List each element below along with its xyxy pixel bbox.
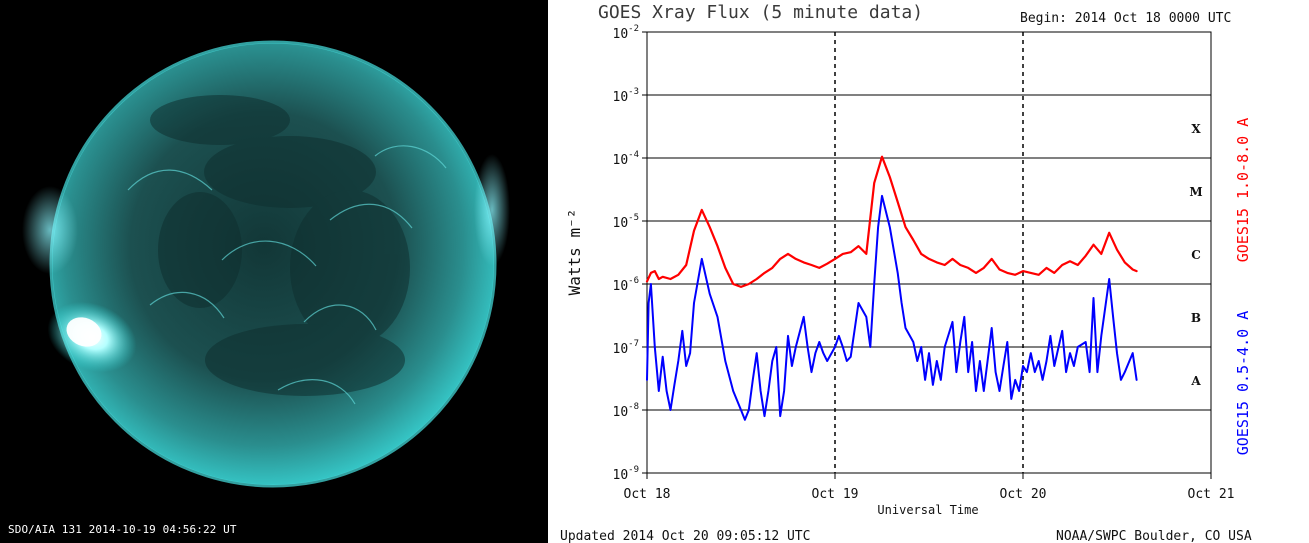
y-tick-label-3: 10-5 xyxy=(613,213,640,231)
horizontal-grid xyxy=(647,94,1211,411)
solar-image-caption: SDO/AIA 131 2014-10-19 04:56:22 UT xyxy=(8,523,237,536)
y-tick-exponent-3: -5 xyxy=(628,213,639,223)
x-axis-label: Universal Time xyxy=(877,503,978,517)
y-axis-label: Watts m⁻² xyxy=(565,209,584,296)
goes15-short-series-line xyxy=(646,194,1138,421)
footer-attribution: NOAA/SWPC Boulder, CO USA xyxy=(1056,529,1252,543)
y-tick-exponent-5: -7 xyxy=(628,339,639,349)
goes15-long-series-line xyxy=(645,155,1138,288)
legend-goes15-short: GOES15 0.5-4.0 A xyxy=(1234,311,1252,456)
y-tick-label-4: 10-6 xyxy=(613,276,640,294)
x-tick-label-3: Oct 21 xyxy=(1188,487,1235,502)
x-tick-label-1: Oct 19 xyxy=(812,487,859,502)
flare-class-label-b: B xyxy=(1191,311,1201,325)
vertical-grid xyxy=(834,32,1024,473)
y-tick-base-4: 10 xyxy=(613,279,629,294)
flare-class-labels: X M C B A xyxy=(1189,122,1202,388)
coronal-loops xyxy=(127,145,447,405)
goes-xray-chart-panel: GOES Xray Flux (5 minute data) Begin: 20… xyxy=(548,0,1309,543)
y-tick-exponent-1: -3 xyxy=(628,87,639,97)
flare-class-label-x: X xyxy=(1191,122,1201,136)
flare-class-label-m: M xyxy=(1189,185,1202,199)
x-axis-ticks: Oct 18 Oct 19 Oct 20 Oct 21 xyxy=(624,473,1235,502)
sun-image-graphic xyxy=(0,0,548,543)
y-tick-base-1: 10 xyxy=(613,90,629,105)
y-tick-base-7: 10 xyxy=(613,468,629,483)
solar-flare-core xyxy=(66,317,102,347)
y-tick-exponent-6: -8 xyxy=(628,402,639,412)
y-tick-base-2: 10 xyxy=(613,153,629,168)
y-tick-label-6: 10-8 xyxy=(613,402,640,420)
y-tick-exponent-0: -2 xyxy=(628,24,639,34)
active-regions xyxy=(150,95,410,396)
y-tick-label-7: 10-9 xyxy=(613,465,640,483)
y-tick-base-5: 10 xyxy=(613,342,629,357)
goes-xray-chart: GOES Xray Flux (5 minute data) Begin: 20… xyxy=(560,2,1252,543)
y-tick-exponent-7: -9 xyxy=(628,465,639,475)
flare-class-label-a: A xyxy=(1190,374,1201,388)
legend-goes15-long: GOES15 1.0-8.0 A xyxy=(1234,118,1252,263)
footer-updated: Updated 2014 Oct 20 09:05:12 UTC xyxy=(560,529,810,543)
y-tick-label-1: 10-3 xyxy=(613,87,640,105)
plot-frame xyxy=(646,31,1212,474)
y-tick-base-3: 10 xyxy=(613,216,629,231)
y-axis-ticks: 10-210-310-410-510-610-710-810-9 xyxy=(613,24,647,483)
chart-title: GOES Xray Flux (5 minute data) xyxy=(598,2,923,23)
y-tick-label-2: 10-4 xyxy=(613,150,640,168)
chart-begin-label: Begin: 2014 Oct 18 0000 UTC xyxy=(1020,11,1231,26)
y-tick-exponent-2: -4 xyxy=(628,150,639,160)
flare-class-label-c: C xyxy=(1191,248,1201,262)
left-limb-glow xyxy=(22,186,78,274)
x-tick-label-2: Oct 20 xyxy=(1000,487,1047,502)
y-tick-label-0: 10-2 xyxy=(613,24,640,42)
y-tick-base-6: 10 xyxy=(613,405,629,420)
y-tick-base-0: 10 xyxy=(613,27,629,42)
y-tick-exponent-4: -6 xyxy=(628,276,639,286)
x-tick-label-0: Oct 18 xyxy=(624,487,671,502)
right-limb-glow xyxy=(474,154,510,266)
solar-image-panel: SDO/AIA 131 2014-10-19 04:56:22 UT xyxy=(0,0,548,543)
y-tick-label-5: 10-7 xyxy=(613,339,640,357)
